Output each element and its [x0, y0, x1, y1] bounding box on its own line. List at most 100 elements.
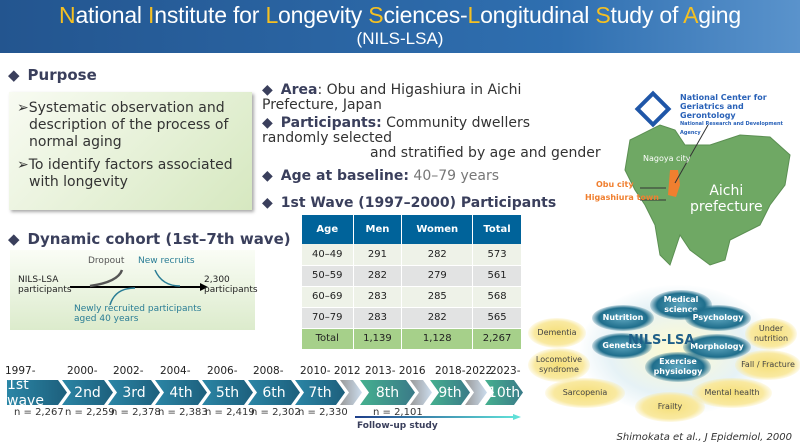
- bubble-item: Sarcopenia: [545, 378, 625, 408]
- wave-chevron: 1st wave: [7, 380, 67, 405]
- followup-arrow: [355, 414, 521, 420]
- table-cell: 283: [353, 286, 403, 308]
- aichi-line: prefecture: [690, 199, 763, 215]
- participants-text: Community dwellers randomly selected: [262, 115, 530, 146]
- wave-chevron: 4th: [155, 380, 207, 405]
- wave-year: 1997-: [5, 365, 36, 377]
- org-line: National Research and Development Agency: [680, 121, 783, 136]
- diamond-icon: ◆: [8, 230, 20, 248]
- diamond-icon: ◆: [262, 168, 273, 184]
- wave-n: n = 2,419: [205, 407, 255, 418]
- participants-label: Participants:: [280, 115, 382, 131]
- wave-n: n = 2,259: [65, 407, 115, 418]
- purpose-item-text: To identify factors associated with long…: [28, 157, 233, 190]
- new-recruits-label: New recruits: [138, 256, 195, 266]
- diamond-icon: ◆: [8, 66, 20, 84]
- slide-title: National Institute for Longevity Science…: [0, 0, 800, 29]
- wave-year: 2023-: [490, 365, 521, 377]
- slide-subtitle: (NILS-LSA): [356, 29, 444, 48]
- aichi-line: Aichi: [709, 183, 744, 199]
- bubble-center: NILS-LSA: [628, 333, 695, 348]
- wave-n: n = 2,267: [14, 407, 64, 418]
- table-cell: 282: [401, 307, 474, 329]
- bubble-item: Fall / Fracture: [735, 350, 800, 380]
- cohort-heading: ◆ Dynamic cohort (1st–7th wave): [8, 230, 291, 248]
- wave-chevron: 2nd: [62, 380, 113, 405]
- diamond-icon: ◆: [262, 82, 273, 98]
- table-header-row: Age Men Women Total: [302, 215, 522, 244]
- title-initial: L: [467, 2, 481, 28]
- table-cell: 283: [353, 307, 403, 329]
- table-row: 60–69 283 285 568: [302, 286, 522, 308]
- cohort-end-label: 2,300 participants: [204, 275, 258, 295]
- area-text: : Obu and Higashiura in Aichi Prefecture…: [262, 82, 522, 113]
- purpose-item-text: Systematic observation and description o…: [28, 100, 229, 150]
- wave-chevron: 6th: [248, 380, 300, 405]
- area-bullet: ◆ Area: Obu and Higashiura in Aichi Prefe…: [262, 83, 562, 113]
- age-text: 40–79 years: [408, 168, 500, 184]
- table-cell: 279: [401, 265, 474, 287]
- wave-n: n = 2,302: [251, 407, 301, 418]
- purpose-heading: ◆ Purpose: [8, 66, 97, 84]
- col-age: Age: [302, 215, 354, 244]
- aichi-map: [624, 90, 791, 266]
- newly-recruited-label: Newly recruited participants aged 40 yea…: [74, 304, 202, 324]
- participants-table: Age Men Women Total 40–49 291 282 573 50–59 282 2…: [302, 215, 522, 350]
- bubble-item: Exercise physiology: [645, 352, 711, 382]
- purpose-heading-text: Purpose: [27, 66, 97, 84]
- dropout-label: Dropout: [88, 256, 125, 266]
- ncgg-logo-icon: [634, 90, 672, 128]
- table-cell: 50–59: [302, 265, 354, 287]
- bubble-item: Mental health: [692, 378, 772, 408]
- bubble-item: Morphology: [683, 334, 751, 360]
- diamond-icon: ◆: [262, 195, 273, 211]
- citation: Shimokata et al., J Epidemiol, 2000: [616, 432, 792, 443]
- wave-year: 2002-: [113, 365, 144, 377]
- wave-chevron: 9th: [430, 380, 470, 405]
- bubble-item: Under nutrition: [745, 318, 797, 350]
- area-label: Area: [280, 82, 318, 98]
- wave-chevron: 3rd: [108, 380, 160, 405]
- obu-label: Obu city: [596, 180, 634, 189]
- wave-n: n = 2,330: [298, 407, 348, 418]
- wave-n: n = 2,378: [111, 407, 161, 418]
- title-initial: L: [265, 2, 279, 28]
- org-line: National Center for: [680, 93, 767, 102]
- col-men: Men: [353, 215, 403, 244]
- wave-heading: 1st Wave (1997–2000) Participants: [280, 195, 557, 211]
- table-cell: 282: [353, 265, 403, 287]
- wave-chevron: 10th: [485, 380, 523, 405]
- title-initial: A: [683, 2, 699, 28]
- title-text: ongevity: [278, 2, 369, 28]
- wave-year: 2018-2022: [435, 365, 493, 377]
- wave-n: n = 2,383: [158, 407, 208, 418]
- table-cell: 282: [401, 244, 474, 266]
- title-initial: I: [148, 2, 155, 28]
- wave-year: 2006-: [207, 365, 238, 377]
- table-cell: 285: [401, 286, 474, 308]
- wave-bullet: ◆ 1st Wave (1997–2000) Participants: [262, 195, 556, 211]
- table-row: 40–49 291 282 573: [302, 244, 522, 266]
- wave-n: n = 2,101: [373, 407, 423, 418]
- title-text: ongitudinal: [480, 2, 596, 28]
- aichi-label: Aichi prefecture: [690, 183, 763, 215]
- table-cell: 1,139: [353, 328, 403, 350]
- cohort-start-label: NILS-LSA participants: [18, 275, 72, 295]
- ncgg-name: National Center for Geriatrics and Geront…: [680, 93, 800, 138]
- table-cell: 60–69: [302, 286, 354, 308]
- title-initial: S: [368, 2, 384, 28]
- higashiura-label: Higashiura town: [585, 193, 659, 202]
- bubble-item: Nutrition: [592, 305, 654, 331]
- table-cell: 568: [472, 286, 522, 308]
- wave-gap-chevron: [410, 380, 432, 405]
- table-cell: 40–49: [302, 244, 354, 266]
- table-total-row: Total 1,139 1,128 2,267: [302, 328, 522, 350]
- purpose-item: ➢Systematic observation and description …: [17, 100, 229, 150]
- title-text: ciences-: [383, 2, 468, 28]
- col-total: Total: [472, 215, 522, 244]
- age-label: Age at baseline:: [280, 168, 409, 184]
- table-cell: 2,267: [472, 328, 522, 350]
- table-cell: Total: [302, 328, 354, 350]
- wave-year: 2010- 2012: [300, 365, 361, 377]
- title-text: ging: [698, 2, 741, 28]
